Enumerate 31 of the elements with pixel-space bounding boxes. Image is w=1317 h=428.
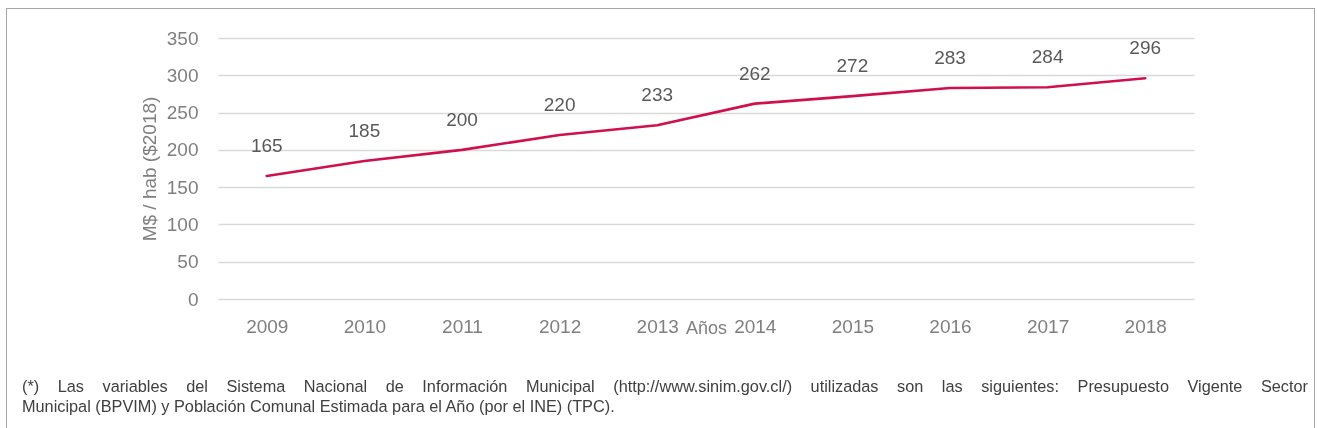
x-tick-label: 2016 [929,315,972,337]
y-tick-label: 350 [166,27,199,49]
y-tick-label: 200 [166,139,199,161]
x-tick-label: 2014 [734,315,777,337]
x-tick-label: 2013 [636,315,679,337]
data-label: 272 [836,55,869,77]
x-tick-label: 2009 [246,315,289,337]
y-axis-title: M$ / hab ($2018) [138,96,160,242]
data-label: 220 [543,93,576,115]
y-tick-label: 300 [166,64,199,86]
y-tick-label: 250 [166,102,199,124]
x-tick-label: 2010 [343,315,387,337]
data-label: 200 [446,108,478,130]
y-tick-label: 50 [177,251,199,273]
text: (*) Las variables del Sistema Nacional de Información Municipal (http://www.sinim.gov.cl/) utilizadas son las siguientes: Presupuesto Vigente Sector Municipal (BPVIM) y Población Comunal Estimada para el Año (por el INE) (TPC). [22,376,1308,416]
x-tick-label: 2015 [831,315,875,337]
y-tick-label: 100 [166,213,199,235]
data-label: 283 [934,46,966,68]
x-tick-label: 2011 [442,315,483,337]
y-tick-label: 0 [187,288,199,310]
y-tick-label: 150 [166,176,199,198]
data-label: 165 [250,134,283,156]
data-label: 284 [1031,46,1064,68]
data-label: 296 [1129,37,1162,59]
x-tick-label: 2012 [538,315,582,337]
data-label: 233 [641,84,674,106]
data-label: 262 [738,62,771,84]
data-label: 185 [348,120,381,142]
x-axis-title: Años [685,317,728,338]
x-tick-label: 2017 [1026,315,1070,337]
x-tick-label: 2018 [1124,315,1167,337]
